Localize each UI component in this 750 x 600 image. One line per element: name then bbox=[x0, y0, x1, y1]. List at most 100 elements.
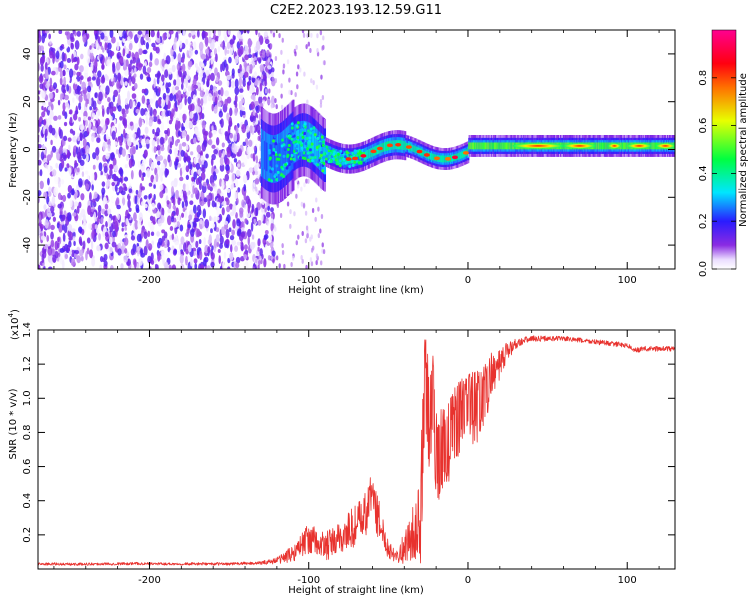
spectrogram-cell bbox=[202, 181, 207, 187]
spectrogram-cell bbox=[354, 149, 358, 153]
spectrogram-cell bbox=[217, 248, 221, 254]
spectrogram-cell bbox=[218, 255, 221, 264]
spectrogram-cell bbox=[66, 108, 70, 114]
spectrogram-cell bbox=[164, 63, 169, 69]
spectrogram-cell bbox=[272, 147, 276, 152]
spectrogram-cell bbox=[128, 42, 133, 51]
spectrogram-cell bbox=[123, 255, 128, 263]
spectrogram-cell bbox=[55, 50, 60, 60]
spectrogram-cell bbox=[158, 155, 164, 161]
spectrogram-cell bbox=[89, 249, 93, 259]
spectrogram-cell bbox=[197, 131, 201, 141]
spectrogram-cell bbox=[286, 59, 290, 65]
spectrogram-cell bbox=[153, 111, 157, 117]
spectrogram-cell bbox=[127, 199, 131, 209]
spectrogram-cell bbox=[47, 212, 52, 218]
spectrogram-cell bbox=[294, 51, 297, 57]
spectrogram-cell bbox=[112, 173, 117, 182]
spectrogram-cell bbox=[252, 87, 255, 93]
spectrogram-cell bbox=[150, 231, 155, 237]
spectrogram-cell bbox=[44, 61, 48, 70]
spectrogram-cell bbox=[200, 81, 204, 91]
spectrogram-cell bbox=[255, 40, 261, 51]
spectrogram-cell bbox=[258, 95, 263, 105]
spectrogram-cell bbox=[254, 178, 260, 185]
spectrogram-cell bbox=[150, 265, 155, 269]
spectrogram-cell bbox=[214, 96, 218, 105]
spectrogram-cell bbox=[201, 166, 206, 174]
spectrogram-cell bbox=[170, 180, 176, 188]
spectrogram-cell bbox=[255, 105, 259, 111]
spectrogram-cell bbox=[104, 203, 109, 210]
spectrogram-cell bbox=[100, 45, 104, 50]
spectrogram-cell bbox=[289, 223, 292, 229]
spectrogram-cell bbox=[270, 213, 274, 219]
spectrogram-cell bbox=[309, 127, 313, 131]
spectrogram-cell bbox=[225, 164, 230, 172]
spectrogram-cell bbox=[187, 82, 191, 93]
spectrogram-cell bbox=[241, 199, 246, 208]
spectrogram-cell bbox=[110, 264, 114, 269]
spectrogram-cell bbox=[127, 90, 131, 101]
spectrogram-cell bbox=[129, 147, 135, 156]
spectrogram-cell bbox=[173, 94, 177, 102]
spectrogram-hotspot bbox=[434, 156, 441, 161]
spectrogram-cell bbox=[142, 30, 146, 36]
spectrogram-hotspot bbox=[345, 157, 352, 161]
spectrogram-cell bbox=[332, 157, 335, 161]
spectrogram-cell bbox=[86, 92, 91, 100]
spectrogram-cell bbox=[359, 151, 363, 155]
spectrogram-cell bbox=[179, 224, 184, 232]
spectrogram-cell bbox=[89, 106, 93, 111]
spectrogram-cell bbox=[67, 223, 73, 232]
spectrogram-cell bbox=[140, 138, 146, 147]
spectrogram-cell bbox=[175, 158, 179, 166]
spectrogram-cell bbox=[241, 110, 246, 116]
spectrogram-cell bbox=[185, 38, 189, 46]
spectrogram-cell bbox=[94, 58, 98, 68]
spectrogram-cell bbox=[301, 129, 305, 133]
spectrogram-cell bbox=[82, 115, 88, 121]
spectrogram-cell bbox=[235, 125, 239, 136]
spectrogram-cell bbox=[291, 255, 295, 261]
spectrogram-cell bbox=[143, 203, 148, 209]
spectrogram-cell bbox=[201, 113, 205, 120]
spectrogram-cell bbox=[222, 40, 226, 50]
spectrogram-cell bbox=[319, 228, 322, 234]
spectrogram-cell bbox=[246, 30, 250, 34]
spectrogram-cell bbox=[43, 204, 47, 211]
spectrogram-cell bbox=[161, 229, 166, 234]
spectrogram-cell bbox=[96, 137, 101, 143]
spectrogram-cell bbox=[287, 143, 291, 148]
spectrogram-cell bbox=[105, 85, 110, 95]
spectrogram-cell bbox=[63, 64, 67, 70]
spectrogram-cell bbox=[143, 49, 148, 55]
spectrogram-cell bbox=[239, 108, 243, 118]
spectrogram-cell bbox=[212, 171, 216, 177]
spectrogram-cell bbox=[38, 44, 42, 55]
spectrogram-cell bbox=[226, 205, 231, 213]
spectrogram-cell bbox=[109, 101, 114, 109]
spectrogram-x-tick-label: 0 bbox=[465, 275, 471, 286]
spectrogram-cell bbox=[183, 242, 187, 252]
spectrogram-cell bbox=[48, 201, 52, 207]
spectrogram-cell bbox=[69, 231, 73, 239]
spectrogram-cell bbox=[263, 234, 269, 240]
spectrogram-cell bbox=[242, 174, 248, 184]
spectrogram-cell bbox=[295, 144, 299, 149]
spectrogram-cell bbox=[308, 136, 312, 140]
spectrogram-cell bbox=[229, 211, 235, 217]
spectrogram-cell bbox=[52, 254, 57, 264]
spectrogram-cell bbox=[169, 141, 173, 149]
spectrogram-cell bbox=[206, 194, 211, 200]
spectrogram-cell bbox=[285, 166, 289, 170]
spectrogram-cell bbox=[184, 209, 188, 219]
spectrogram-cell bbox=[295, 71, 299, 77]
spectrogram-cell bbox=[80, 75, 84, 81]
spectrogram-cell bbox=[73, 201, 79, 207]
spectrogram-cell bbox=[38, 134, 42, 145]
spectrogram-cell bbox=[280, 104, 284, 110]
spectrogram-cell bbox=[41, 105, 44, 111]
spectrogram-cell bbox=[126, 36, 131, 42]
